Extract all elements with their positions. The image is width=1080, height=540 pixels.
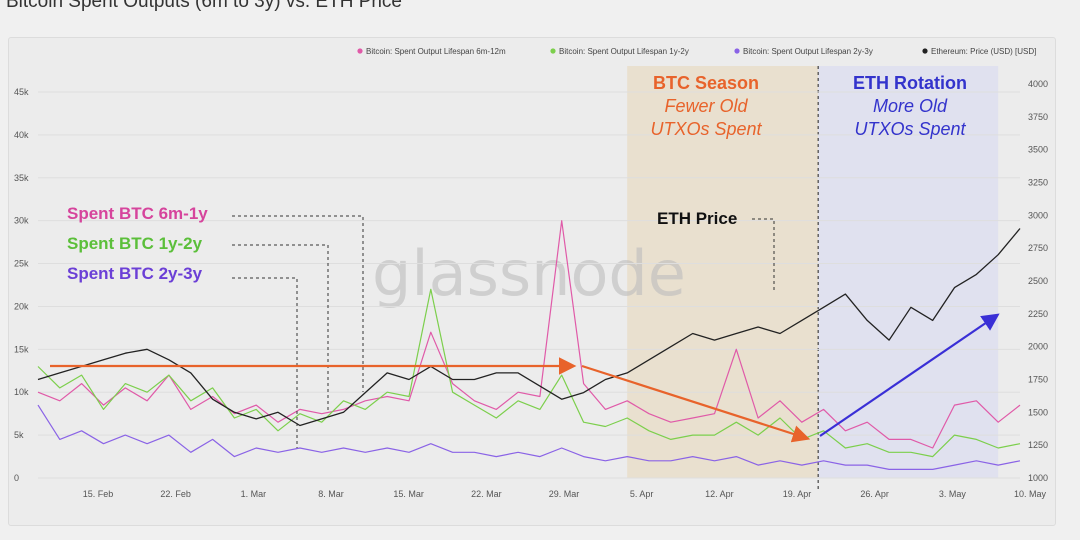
legend-label: Bitcoin: Spent Output Lifespan 1y-2y xyxy=(559,47,689,56)
right-tick-label: 3250 xyxy=(1028,178,1048,188)
right-tick-label: 1500 xyxy=(1028,407,1048,417)
watermark: glassnode xyxy=(372,237,686,310)
legend-label: Bitcoin: Spent Output Lifespan 2y-3y xyxy=(743,47,873,56)
leader-6m xyxy=(232,215,364,392)
right-tick-label: 3500 xyxy=(1028,145,1048,155)
right-tick-label: 3750 xyxy=(1028,112,1048,122)
callout-spent-6m: Spent BTC 6m-1y xyxy=(67,204,208,223)
callout-eth-price: ETH Price xyxy=(657,209,737,228)
grid xyxy=(38,91,1020,479)
x-tick-label: 12. Apr xyxy=(705,489,734,499)
arrow-up xyxy=(819,313,1000,437)
right-tick-label: 1250 xyxy=(1028,440,1048,450)
x-tick-label: 10. May xyxy=(1014,489,1047,499)
left-tick-label: 25k xyxy=(14,259,29,269)
left-tick-label: 35k xyxy=(14,173,29,183)
x-tick-label: 5. Apr xyxy=(630,489,654,499)
legend-marker xyxy=(734,48,740,54)
legend-label: Ethereum: Price (USD) [USD] xyxy=(931,47,1036,56)
right-tick-label: 2500 xyxy=(1028,276,1048,286)
right-tick-label: 4000 xyxy=(1028,79,1048,89)
series-line-2 xyxy=(37,404,1021,470)
eth-rotation-line1: More Old xyxy=(873,96,948,116)
right-tick-label: 2000 xyxy=(1028,342,1048,352)
right-tick-label: 2250 xyxy=(1028,309,1048,319)
btc-season-line1: Fewer Old xyxy=(664,96,748,116)
x-tick-label: 26. Apr xyxy=(860,489,889,499)
callout-leaders xyxy=(232,215,775,448)
legend-marker xyxy=(550,48,556,54)
series-lines xyxy=(37,220,1021,470)
left-tick-label: 30k xyxy=(14,216,29,226)
leader-eth xyxy=(752,218,775,290)
x-tick-label: 29. Mar xyxy=(549,489,580,499)
btc-season-title: BTC Season xyxy=(653,73,759,93)
x-tick-label: 1. Mar xyxy=(241,489,267,499)
left-tick-label: 10k xyxy=(14,387,29,397)
left-tick-label: 15k xyxy=(14,344,29,354)
series-line-1 xyxy=(37,288,1021,458)
left-tick-label: 45k xyxy=(14,87,29,97)
legend-label: Bitcoin: Spent Output Lifespan 6m-12m xyxy=(366,47,506,56)
right-tick-label: 1750 xyxy=(1028,375,1048,385)
left-tick-label: 40k xyxy=(14,130,29,140)
trend-arrows xyxy=(50,313,1000,443)
series-line-3 xyxy=(37,228,1021,427)
legend-marker xyxy=(357,48,363,54)
left-tick-label: 0 xyxy=(14,473,19,483)
left-tick-label: 20k xyxy=(14,301,29,311)
page-title: Bitcoin Spent Outputs (6m to 3y) vs. ETH… xyxy=(6,0,402,12)
x-tick-label: 15. Mar xyxy=(393,489,424,499)
leader-1y xyxy=(232,244,329,410)
btc-season-line2: UTXOs Spent xyxy=(650,119,762,139)
axes: 0 5k 10k 15k 20k 25k 30k 35k 40k 45k 1000 1250 1500 1… xyxy=(14,79,1048,499)
series-line-0 xyxy=(37,220,1021,449)
eth-rotation-line2: UTXOs Spent xyxy=(854,119,966,139)
legend-marker xyxy=(922,48,928,54)
x-tick-label: 22. Mar xyxy=(471,489,502,499)
right-tick-label: 1000 xyxy=(1028,473,1048,483)
x-tick-label: 22. Feb xyxy=(160,489,191,499)
callout-spent-1y: Spent BTC 1y-2y xyxy=(67,234,203,253)
callout-spent-2y: Spent BTC 2y-3y xyxy=(67,264,203,283)
arrow-down xyxy=(581,364,811,443)
x-tick-label: 3. May xyxy=(939,489,967,499)
right-tick-label: 2750 xyxy=(1028,243,1048,253)
eth-rotation-title: ETH Rotation xyxy=(853,73,967,93)
right-tick-label: 3000 xyxy=(1028,210,1048,220)
legend: Bitcoin: Spent Output Lifespan 6m-12m Bit… xyxy=(357,47,1036,56)
x-tick-label: 8. Mar xyxy=(318,489,344,499)
leader-2y xyxy=(232,277,298,448)
left-tick-label: 5k xyxy=(14,430,24,440)
x-tick-label: 19. Apr xyxy=(783,489,812,499)
x-tick-label: 15. Feb xyxy=(83,489,114,499)
